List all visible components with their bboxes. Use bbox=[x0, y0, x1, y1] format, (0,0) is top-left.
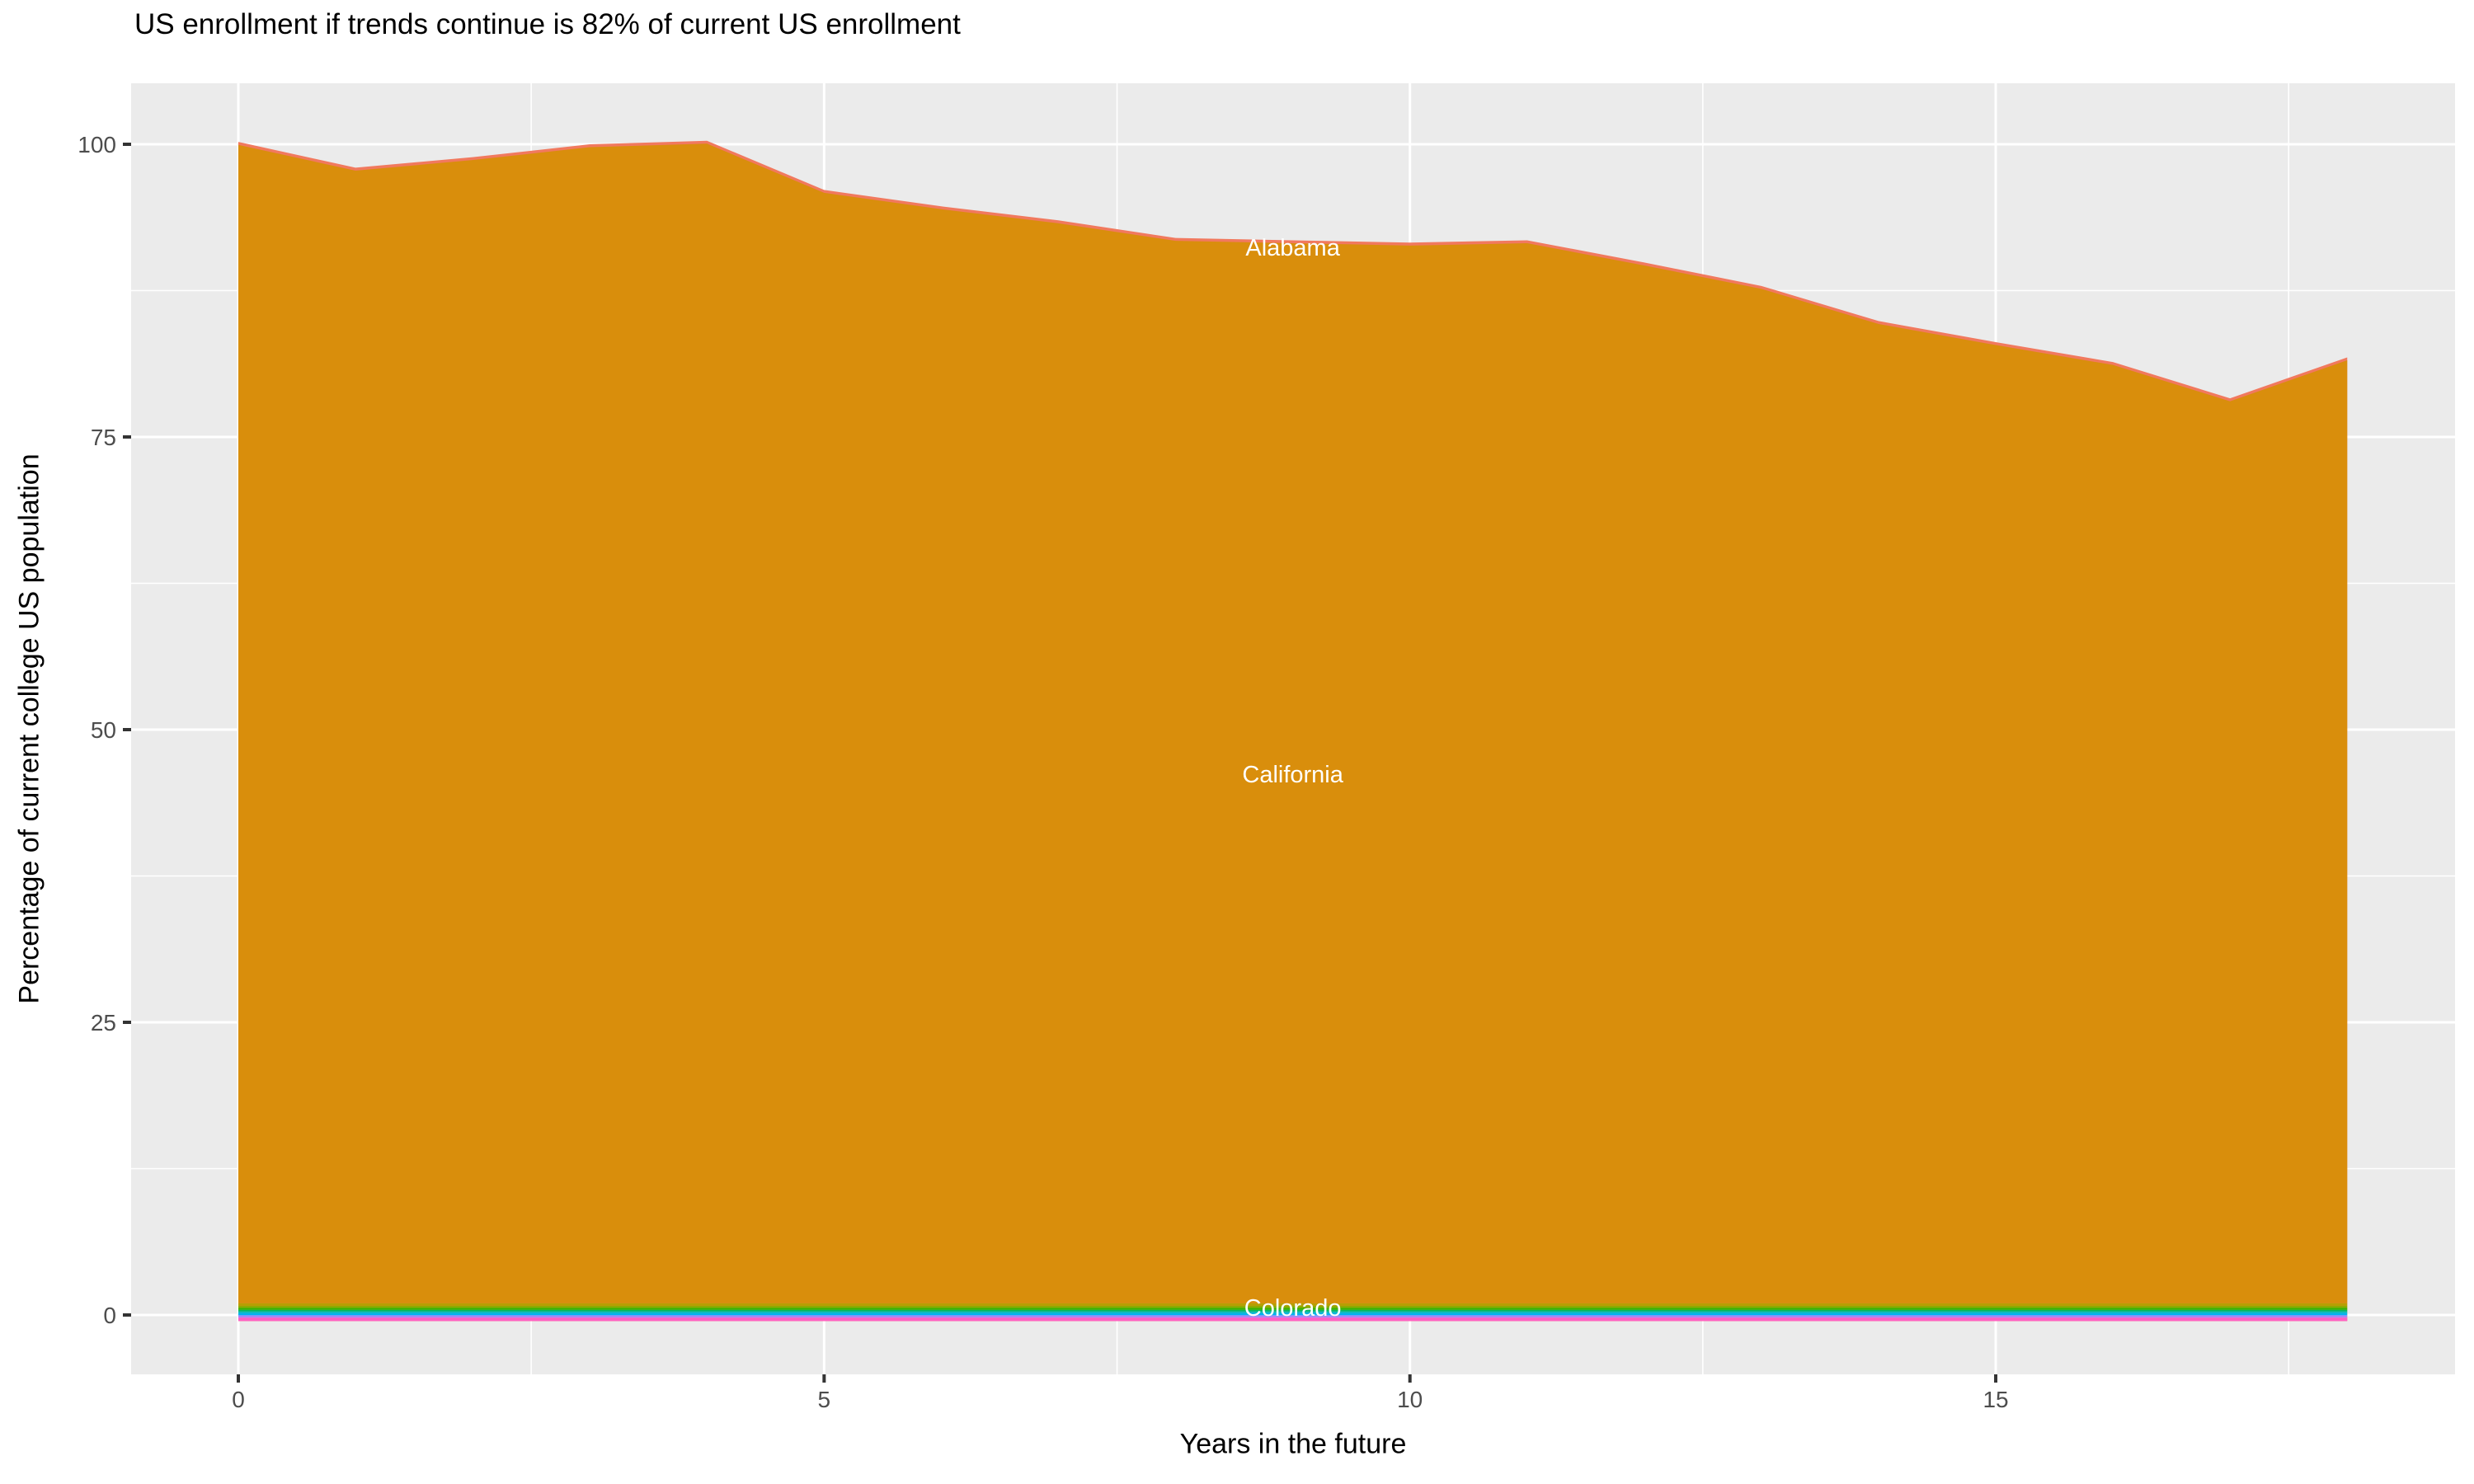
x-tick-label: 15 bbox=[1982, 1387, 2008, 1412]
band-strip-8 bbox=[238, 1316, 2348, 1318]
x-tick-label: 5 bbox=[818, 1387, 831, 1412]
band-strip-4 bbox=[238, 1309, 2348, 1312]
y-tick-label: 100 bbox=[78, 132, 116, 157]
axis-ticks bbox=[123, 143, 1998, 1383]
chart-title: US enrollment if trends continue is 82% … bbox=[134, 8, 961, 40]
x-tick-label: 0 bbox=[232, 1387, 245, 1412]
y-tick-label: 75 bbox=[91, 425, 116, 450]
y-tick-label: 0 bbox=[103, 1303, 116, 1328]
band-strip-3 bbox=[238, 1308, 2348, 1310]
x-axis-title: Years in the future bbox=[1179, 1428, 1407, 1460]
band-strip-6 bbox=[238, 1313, 2348, 1315]
y-axis-title: Percentage of current college US populat… bbox=[13, 453, 45, 1004]
y-tick-labels: 0 25 50 75 100 bbox=[78, 132, 116, 1328]
area-label-alabama: Alabama bbox=[1245, 235, 1340, 261]
y-tick-label: 25 bbox=[91, 1010, 116, 1036]
band-strip-5 bbox=[238, 1311, 2348, 1313]
band-strip-7 bbox=[238, 1315, 2348, 1317]
y-tick-label: 50 bbox=[91, 717, 116, 743]
band-california bbox=[238, 143, 2348, 1303]
area-label-california: California bbox=[1242, 762, 1343, 788]
area-labels: Alabama California Colorado bbox=[1242, 235, 1343, 1322]
x-tick-label: 10 bbox=[1397, 1387, 1423, 1412]
band-strip-9 bbox=[238, 1317, 2348, 1322]
area-label-colorado: Colorado bbox=[1244, 1295, 1342, 1322]
band-strip-2 bbox=[238, 1305, 2348, 1308]
stacked-area bbox=[238, 140, 2348, 1322]
x-tick-labels: 0 5 10 15 bbox=[232, 1387, 2008, 1412]
band-strip-1 bbox=[238, 1303, 2348, 1306]
